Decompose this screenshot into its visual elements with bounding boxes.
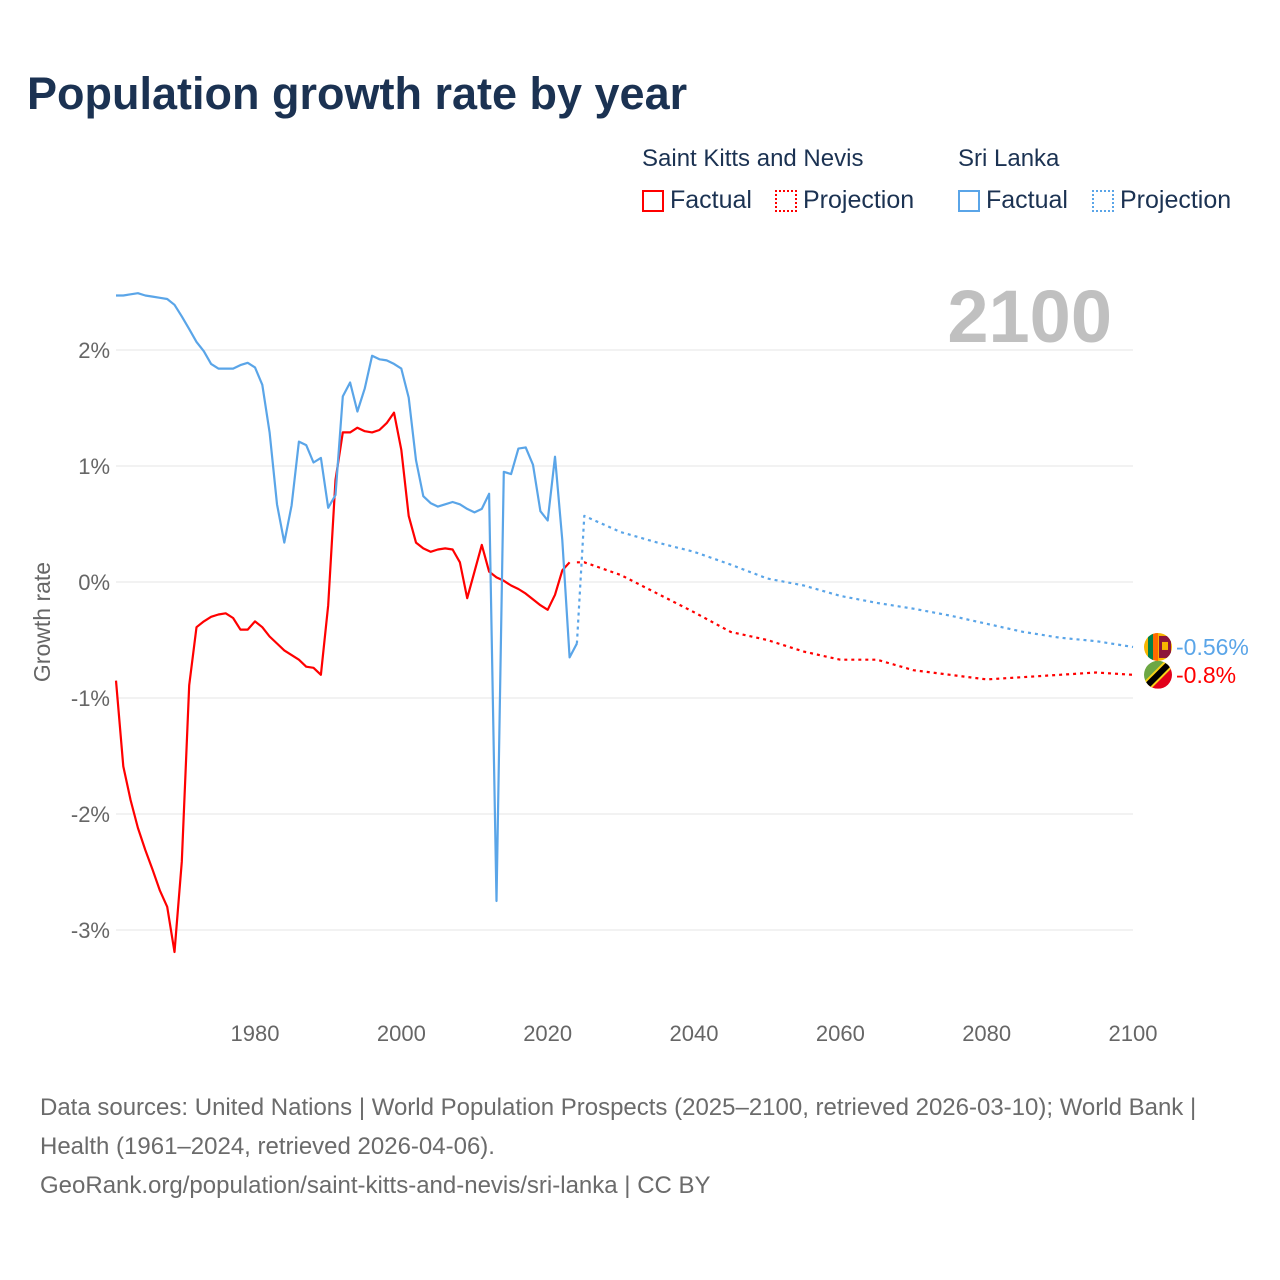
x-tick-label: 1980 xyxy=(231,1021,280,1046)
x-tick-label: 2020 xyxy=(523,1021,572,1046)
y-tick-label: -2% xyxy=(71,802,110,827)
y-axis-label: Growth rate xyxy=(29,562,55,682)
legend-label: Projection xyxy=(1120,186,1232,214)
legend-swatch-solid xyxy=(958,189,980,212)
y-tick-label: 1% xyxy=(78,454,110,479)
flag-black xyxy=(1144,660,1172,689)
y-tick-label: -1% xyxy=(71,686,110,711)
end-value-label: -0.56% xyxy=(1176,634,1249,660)
series-line-sri-lanka-projection xyxy=(575,514,1134,649)
series-line-saint-kitts-and-nevis-projection xyxy=(576,561,1134,681)
legend-sri-lanka-factual[interactable]: Factual xyxy=(958,186,1068,215)
legend-label: Factual xyxy=(986,186,1068,214)
x-tick-label: 2000 xyxy=(377,1021,426,1046)
year-watermark: 2100 xyxy=(947,275,1112,358)
legend-group-skn: Saint Kitts and Nevis xyxy=(642,145,864,172)
legend-label: Projection xyxy=(803,186,915,214)
series-line-saint-kitts-and-nevis-factual xyxy=(114,411,571,954)
series-line-sri-lanka-factual xyxy=(116,292,578,903)
legend-group-sri-lanka: Sri Lanka xyxy=(958,145,1060,172)
legend-label: Factual xyxy=(670,186,752,214)
legend-swatch-dotted xyxy=(1092,189,1114,212)
x-tick-label: 2040 xyxy=(670,1021,719,1046)
x-tick-label: 2060 xyxy=(816,1021,865,1046)
saint-kitts-and-nevis-flag-icon xyxy=(1144,660,1172,689)
flag-lion xyxy=(1162,641,1168,650)
y-tick-label: 2% xyxy=(78,338,110,363)
y-tick-label: -3% xyxy=(71,918,110,943)
plot-area: 2100 2% 1% 0% -1% -2% -3% 1980 2000 2020 2040 2060… xyxy=(29,275,1249,1046)
legend-sri-lanka-projection[interactable]: Projection xyxy=(1092,186,1231,215)
flag-stripe xyxy=(1153,632,1158,661)
end-value-label: -0.8% xyxy=(1176,662,1236,688)
legend-skn-projection[interactable]: Projection xyxy=(775,186,914,215)
x-tick-label: 2100 xyxy=(1109,1021,1158,1046)
legend-skn-factual[interactable]: Factual xyxy=(642,186,752,215)
source-text: Data sources: United Nations | World Pop… xyxy=(40,1094,1197,1160)
x-tick-label: 2080 xyxy=(962,1021,1011,1046)
y-tick-label: 0% xyxy=(78,570,110,595)
source-link[interactable]: GeoRank.org/population/saint-kitts-and-n… xyxy=(40,1172,711,1199)
page-title: Population growth rate by year xyxy=(27,68,688,119)
data-sources: Data sources: United Nations | World Pop… xyxy=(40,1088,1240,1205)
legend-swatch-dotted xyxy=(775,189,797,212)
legend-swatch-solid xyxy=(642,189,664,212)
sri-lanka-flag-icon xyxy=(1144,632,1172,661)
flag-stripe xyxy=(1148,632,1153,661)
